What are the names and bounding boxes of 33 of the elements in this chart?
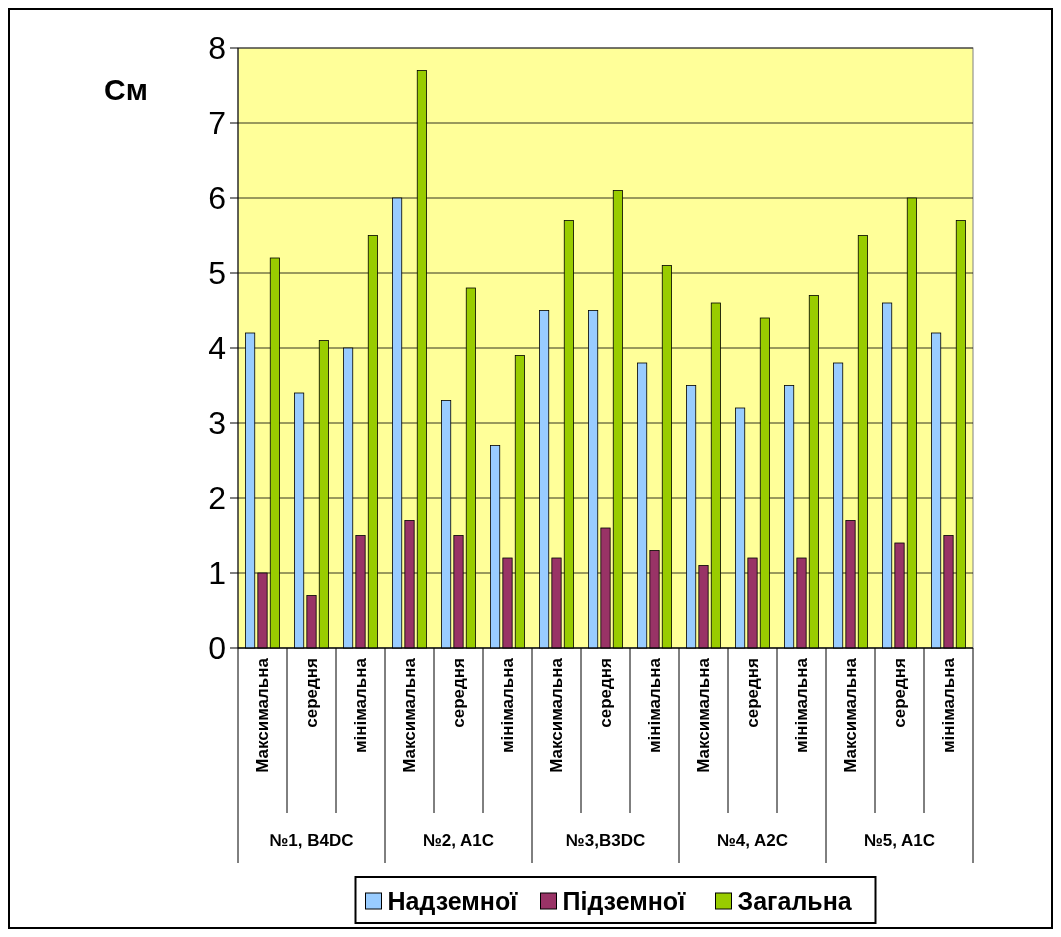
legend-label: Надземної: [387, 886, 519, 915]
x-tick-label: Максимальна: [253, 657, 273, 773]
y-tick-label: 2: [208, 480, 226, 517]
x-tick-label: Максимальна: [841, 657, 861, 773]
x-tick-label: середня: [596, 658, 616, 728]
legend-label: Загальна: [737, 886, 853, 915]
y-tick-label: 5: [208, 255, 226, 292]
y-tick-label: 6: [208, 180, 226, 217]
text: №4, A2C: [716, 831, 789, 850]
x-tick-label: мінімальна: [645, 657, 665, 754]
x-tick-label: середня: [743, 658, 763, 728]
text: №2, A1C: [422, 831, 495, 850]
y-tick-label: 0: [208, 630, 226, 667]
x-tick-label: Максимальна: [694, 657, 714, 773]
text: №1, B4DC: [269, 831, 354, 850]
text: №5, A1C: [863, 831, 936, 850]
text: №3,B3DC: [565, 831, 646, 850]
y-axis-title: См: [104, 73, 148, 106]
x-tick-label: середня: [890, 658, 910, 728]
x-tick-label: середня: [302, 658, 322, 728]
x-tick-label: Максимальна: [547, 657, 567, 773]
y-tick-label: 8: [208, 30, 226, 67]
x-tick-label: мінімальна: [939, 657, 959, 754]
x-tick-label: мінімальна: [792, 657, 812, 754]
y-tick-label: 4: [208, 330, 226, 367]
x-tick-label: середня: [449, 658, 469, 728]
x-tick-label: Максимальна: [400, 657, 420, 773]
x-tick-label: мінімальна: [351, 657, 371, 754]
y-tick-label: 1: [208, 555, 226, 592]
y-tick-label: 7: [208, 105, 226, 142]
y-tick-label: 3: [208, 405, 226, 442]
legend-label: Підземної: [562, 886, 687, 915]
x-tick-label: мінімальна: [498, 657, 518, 754]
